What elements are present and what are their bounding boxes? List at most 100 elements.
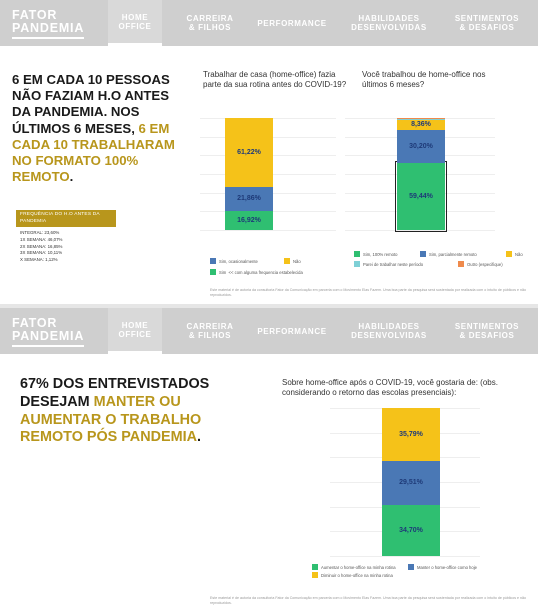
bar-segment: [397, 119, 445, 121]
tab-label-line2: & FILHOS: [188, 331, 232, 340]
chart2-legend-item: Parei de trabalhar neste período: [354, 261, 423, 267]
logo-line2: PANDEMIA: [12, 329, 85, 343]
tab-performance[interactable]: PERFORMANCE: [252, 0, 332, 46]
headline-1: 6 EM CADA 10 PESSOAS NÃO FAZIAM H.O ANTE…: [12, 72, 180, 185]
tab-label-line2: OFFICE: [118, 21, 152, 31]
chart1-legend-item: Sim, ocasionalmente: [210, 258, 258, 264]
tab-label-line1: HOME: [121, 320, 149, 330]
legend-label: Manter o home-office como hoje: [417, 564, 477, 570]
frequency-row: X SEMANA: 1,12%: [20, 257, 58, 263]
chart3-legend-item: Diminuir o home-office na minha rotina: [312, 572, 393, 578]
data-label: 59,44%: [409, 193, 433, 201]
legend-label: Sim, ocasionalmente: [219, 258, 258, 264]
tab-carreira-filhos[interactable]: CARREIRA & FILHOS: [178, 0, 242, 46]
footnote: Este material é de autoria da consultori…: [210, 288, 527, 297]
tab-label-line1: HABILIDADES: [358, 14, 420, 23]
frequency-title: FREQUÊNCIA DO H.O ANTES DA PANDEMIA: [16, 210, 116, 227]
logo-underline: [12, 37, 84, 39]
chart2-stacked-bar: 59,44% 30,20% 8,36%: [345, 118, 495, 232]
data-label: 35,79%: [399, 430, 423, 438]
chart2-question: Você trabalhou de home-office nos último…: [362, 70, 486, 89]
frequency-row: 1X SEMANA: 46,07%: [20, 236, 63, 242]
legend-swatch: [408, 564, 414, 570]
tab-label-line1: CARREIRA: [186, 14, 234, 23]
data-label: 30,20%: [409, 143, 433, 150]
headline-highlight: 6 EM CADA 10 TRABALHARAM NO FORMATO 100%…: [12, 120, 175, 185]
data-label: 61,22%: [237, 148, 261, 156]
legend-label: Aumentar o home-office na minha rotina: [321, 564, 396, 570]
legend-swatch: [354, 251, 360, 257]
tab-performance[interactable]: PERFORMANCE: [252, 308, 332, 354]
tab-carreira-filhos[interactable]: CARREIRA & FILHOS: [178, 308, 242, 354]
tab-label-line2: DESENVOLVIDAS: [351, 23, 427, 32]
bar-segment: 34,70%: [382, 504, 440, 556]
tab-habilidades[interactable]: HABILIDADES DESENVOLVIDAS: [344, 308, 434, 354]
tab-label-line1: PERFORMANCE: [257, 18, 327, 28]
tab-home-office[interactable]: HOME OFFICE: [108, 0, 162, 46]
headline-text: 6 EM CADA 10 PESSOAS NÃO FAZIAM H.O ANTE…: [12, 72, 170, 136]
tab-label-line1: CARREIRA: [186, 322, 234, 331]
data-label: 29,51%: [399, 479, 423, 487]
legend-label: Outro (especifique): [467, 261, 503, 267]
chart3-stacked-bar: 34,70% 29,51% 35,79%: [330, 408, 480, 557]
slide-gap: [0, 304, 538, 308]
logo[interactable]: FATOR PANDEMIA: [12, 317, 86, 343]
bar-segment: [397, 118, 445, 120]
chart2-legend-item: Outro (especifique): [458, 261, 503, 267]
tab-label-line2: & DESAFIOS: [459, 331, 515, 340]
tab-home-office[interactable]: HOME OFFICE: [108, 308, 162, 354]
legend-swatch: [284, 258, 290, 264]
bar-segment: 30,20%: [397, 129, 445, 164]
bar-segment: 61,22%: [225, 118, 273, 187]
tab-label-line1: SENTIMENTOS: [454, 14, 520, 23]
legend-swatch: [354, 261, 360, 267]
legend-note: << com alguma frequencia estabelecida: [228, 269, 303, 275]
highlight-outline: [395, 161, 447, 232]
logo-line2: PANDEMIA: [12, 21, 85, 35]
legend-swatch: [210, 258, 216, 264]
chart3-legend-item: Aumentar o home-office na minha rotina: [312, 564, 396, 570]
logo[interactable]: FATOR PANDEMIA: [12, 9, 86, 35]
frequency-box: FREQUÊNCIA DO H.O ANTES DA PANDEMIA INTE…: [16, 210, 116, 264]
chart3-legend-item: Manter o home-office como hoje: [408, 564, 477, 570]
legend-label: Parei de trabalhar neste período: [363, 261, 424, 267]
headline-highlight: MANTER OU AUMENTAR O TRABALHO REMOTO PÓS…: [20, 393, 202, 446]
legend-swatch: [210, 269, 216, 275]
chart2-legend-item: Sim, parcialmente remoto: [420, 251, 477, 257]
footnote: Este material é de autoria da consultori…: [210, 596, 527, 605]
legend-label: Sim, parcialmente remoto: [429, 251, 477, 257]
frequency-row: 2X SEMANA: 16,85%: [20, 243, 63, 249]
data-label: 34,70%: [399, 526, 423, 534]
tab-label-line2: DESENVOLVIDAS: [351, 331, 427, 340]
headline-text: 67% DOS ENTREVISTADOS DESEJAM: [20, 376, 210, 410]
chart3-question: Sobre home-office após o COVID-19, você …: [282, 378, 498, 397]
legend-label: Não: [293, 258, 301, 264]
frequency-row: 3X SEMANA: 10,11%: [20, 250, 63, 256]
tab-label-line2: & FILHOS: [188, 23, 232, 32]
legend-label: Não: [515, 251, 523, 257]
top-nav: FATOR PANDEMIA HOME OFFICE CARREIRA & FILH…: [0, 0, 538, 46]
data-label: 21,86%: [237, 195, 261, 203]
headline-end: .: [196, 429, 201, 446]
tab-label-line2: OFFICE: [118, 329, 152, 339]
logo-underline: [12, 345, 84, 347]
slide-home-office-1: FATOR PANDEMIA HOME OFFICE CARREIRA & FILH…: [0, 0, 538, 304]
logo-line1: FATOR: [12, 316, 58, 330]
gridline: [330, 556, 480, 557]
bar-segment: 35,79%: [382, 408, 440, 461]
data-label: 16,92%: [237, 217, 261, 225]
tab-sentimentos[interactable]: SENTIMENTOS & DESAFIOS: [446, 0, 528, 46]
bar-segment: 29,51%: [382, 460, 440, 505]
tab-habilidades[interactable]: HABILIDADES DESENVOLVIDAS: [344, 0, 434, 46]
bar-segment: 59,44%: [397, 163, 445, 230]
headline-end: .: [69, 169, 74, 185]
chart1-question: Trabalhar de casa (home-office) fazia pa…: [203, 70, 347, 89]
headline-2: 67% DOS ENTREVISTADOS DESEJAM MANTER OU …: [20, 376, 225, 447]
legend-swatch: [312, 572, 318, 578]
legend-label: Diminuir o home-office na minha rotina: [321, 572, 393, 578]
tab-sentimentos[interactable]: SENTIMENTOS & DESAFIOS: [446, 308, 528, 354]
chart1-legend-item: Sim << com alguma frequencia estabelecid…: [210, 269, 303, 275]
logo-line1: FATOR: [12, 8, 58, 22]
bar-segment: 21,86%: [225, 186, 273, 212]
tab-label-line1: HOME: [121, 12, 149, 22]
